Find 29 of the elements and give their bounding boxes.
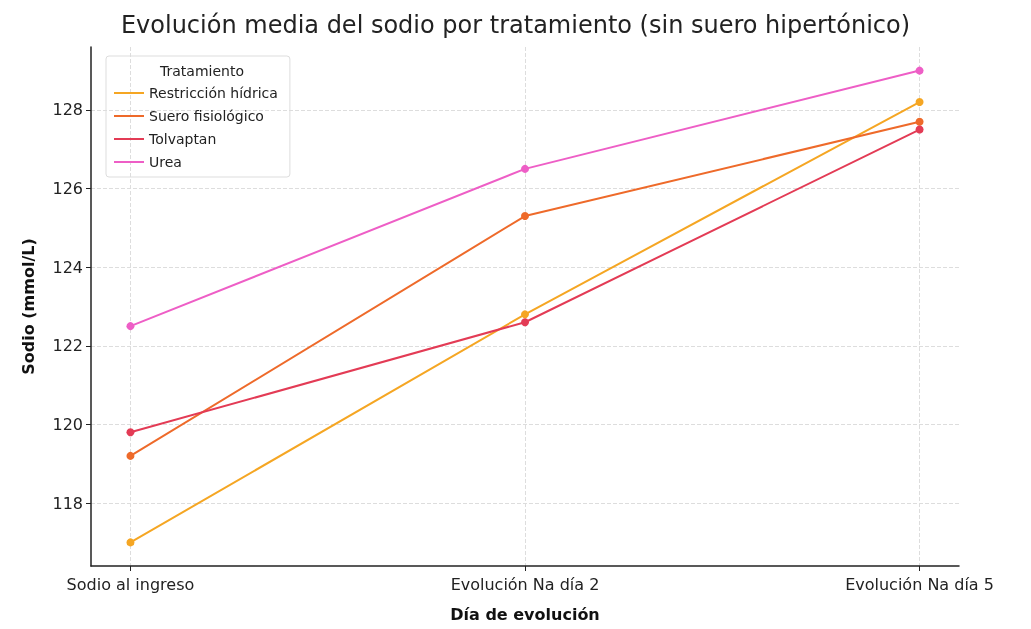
x-tick-label: Evolución Na día 5 — [845, 574, 994, 594]
point — [915, 117, 924, 126]
chart-title: Evolución media del sodio por tratamiento (sin suero hipertónico) — [120, 11, 911, 39]
point — [521, 318, 529, 327]
point — [126, 538, 135, 547]
y-tick-label: 122 — [52, 336, 83, 356]
legend-title: Tratamiento — [159, 63, 244, 79]
point — [521, 164, 529, 173]
y-tick-label: 128 — [52, 100, 83, 120]
point — [521, 212, 529, 221]
y-axis-title: Sodio (mmol/L) — [18, 238, 38, 375]
point — [915, 125, 924, 134]
point — [521, 310, 529, 319]
y-tick-label: 118 — [52, 493, 83, 513]
point — [126, 451, 135, 460]
legend-label: Restricción hídrica — [149, 85, 278, 101]
y-tick-label: 120 — [52, 414, 83, 434]
point — [126, 428, 135, 437]
point — [915, 98, 924, 107]
legend-label: Suero fisiológico — [149, 108, 264, 124]
y-tick-label: 126 — [52, 179, 83, 199]
point — [915, 66, 924, 75]
point — [126, 322, 135, 331]
legend-label: Urea — [149, 154, 182, 170]
x-axis-title: Día de evolución — [450, 604, 600, 624]
y-tick-label: 124 — [52, 257, 83, 277]
x-tick-label: Sodio al ingreso — [66, 574, 195, 594]
x-tick-label: Evolución Na día 2 — [450, 574, 600, 594]
legend-label: Tolvaptan — [148, 131, 217, 147]
